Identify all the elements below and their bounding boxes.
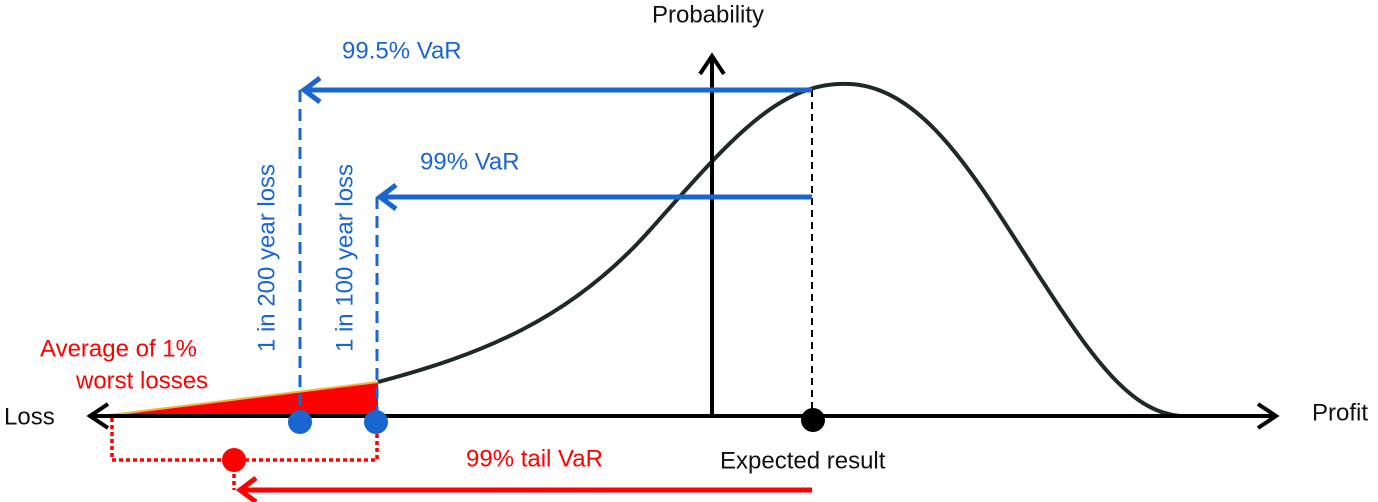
tail-dot (222, 448, 246, 472)
y-axis-label: Probability (652, 1, 764, 28)
var-99-arrowhead (375, 183, 398, 211)
tail-bracket (110, 418, 379, 462)
var-995-arrowhead (299, 76, 322, 104)
loss-100-label: 1 in 100 year loss (331, 164, 358, 352)
y-axis-arrow (698, 52, 726, 76)
tail-var-label: 99% tail VaR (466, 445, 603, 472)
average-label-line: Average of 1% (40, 335, 197, 362)
x-axis-arrows (86, 402, 1280, 430)
var-99-label: 99% VaR (420, 148, 520, 175)
loss-100-dot (364, 410, 388, 434)
tail-var-arrowhead (235, 476, 258, 502)
loss-200-label: 1 in 200 year loss (253, 164, 280, 352)
loss-label: Loss (4, 403, 55, 430)
profit-label: Profit (1312, 399, 1368, 426)
distribution-curve (377, 81, 1181, 418)
tail-edge (109, 381, 379, 416)
average-label-line: worst losses (75, 367, 208, 394)
expected-dot (801, 408, 825, 432)
var-995-label: 99.5% VaR (342, 37, 462, 64)
loss-200-dot (288, 410, 312, 434)
expected-label: Expected result (720, 447, 886, 474)
